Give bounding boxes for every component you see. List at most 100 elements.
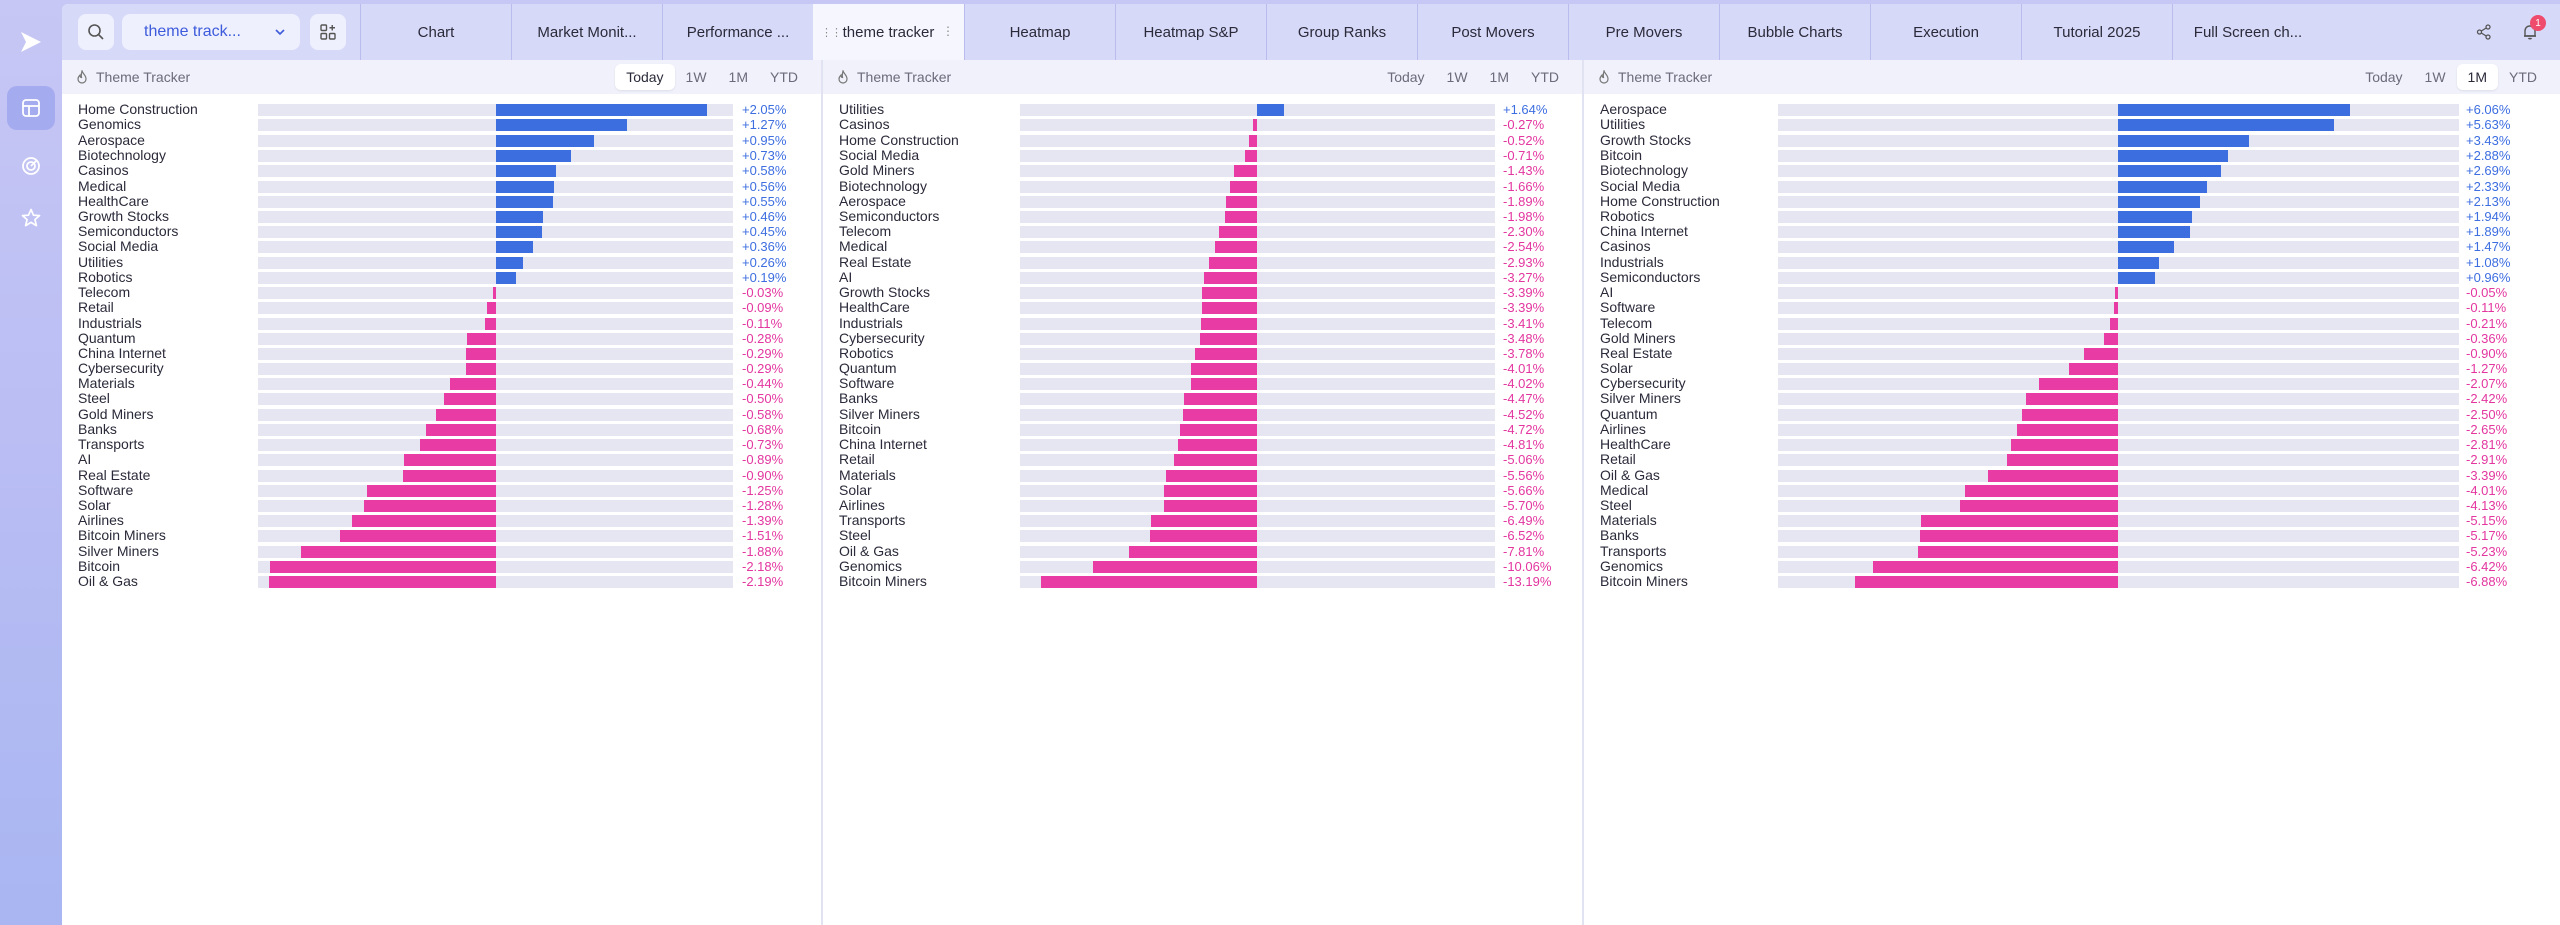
range-button-1w[interactable]: 1W: [685, 69, 707, 85]
tab-3[interactable]: ⋮⋮ theme tracker ⋮: [813, 4, 964, 60]
theme-row[interactable]: Semiconductors -1.98%: [823, 205, 1582, 230]
theme-row[interactable]: HealthCare -3.39%: [823, 296, 1582, 321]
theme-row[interactable]: Biotechnology -1.66%: [823, 175, 1582, 200]
theme-row[interactable]: Solar -5.66%: [823, 479, 1582, 504]
theme-row[interactable]: AI -0.05%: [1584, 281, 2560, 306]
range-button-ytd[interactable]: YTD: [1531, 69, 1559, 85]
theme-row[interactable]: Genomics -6.42%: [1584, 555, 2560, 580]
theme-row[interactable]: Software -0.11%: [1584, 296, 2560, 321]
theme-row[interactable]: Steel -4.13%: [1584, 494, 2560, 519]
theme-row[interactable]: Aerospace +0.95%: [62, 129, 821, 154]
theme-row[interactable]: Quantum -0.28%: [62, 327, 821, 352]
theme-row[interactable]: Software -4.02%: [823, 372, 1582, 397]
theme-row[interactable]: Oil & Gas -7.81%: [823, 540, 1582, 565]
layout-icon[interactable]: [7, 86, 55, 130]
theme-row[interactable]: Bitcoin Miners -1.51%: [62, 524, 821, 549]
theme-row[interactable]: Growth Stocks -3.39%: [823, 281, 1582, 306]
theme-row[interactable]: AI -3.27%: [823, 266, 1582, 291]
theme-row[interactable]: HealthCare +0.55%: [62, 190, 821, 215]
theme-row[interactable]: Real Estate -0.90%: [62, 464, 821, 489]
share-button[interactable]: [2466, 14, 2502, 50]
radar-icon[interactable]: [7, 144, 55, 188]
theme-row[interactable]: Casinos +1.47%: [1584, 235, 2560, 260]
theme-row[interactable]: Silver Miners -2.42%: [1584, 387, 2560, 412]
theme-row[interactable]: Oil & Gas -3.39%: [1584, 464, 2560, 489]
theme-row[interactable]: Utilities +0.26%: [62, 251, 821, 276]
theme-row[interactable]: Retail -2.91%: [1584, 448, 2560, 473]
theme-row[interactable]: Casinos -0.27%: [823, 113, 1582, 138]
range-button-ytd[interactable]: YTD: [2509, 69, 2537, 85]
notifications-button[interactable]: 1: [2512, 14, 2548, 50]
theme-row[interactable]: Growth Stocks +3.43%: [1584, 129, 2560, 154]
theme-row[interactable]: Medical -4.01%: [1584, 479, 2560, 504]
tab-8[interactable]: Pre Movers: [1568, 4, 1719, 60]
theme-row[interactable]: Biotechnology +0.73%: [62, 144, 821, 169]
theme-row[interactable]: Bitcoin +2.88%: [1584, 144, 2560, 169]
theme-row[interactable]: Industrials +1.08%: [1584, 251, 2560, 276]
theme-row[interactable]: Home Construction +2.13%: [1584, 190, 2560, 215]
tab-11[interactable]: Tutorial 2025: [2021, 4, 2172, 60]
range-button-ytd[interactable]: YTD: [770, 69, 798, 85]
theme-row[interactable]: Banks -0.68%: [62, 418, 821, 443]
theme-row[interactable]: Industrials -0.11%: [62, 312, 821, 337]
theme-row[interactable]: Cybersecurity -3.48%: [823, 327, 1582, 352]
theme-row[interactable]: Banks -5.17%: [1584, 524, 2560, 549]
range-button-1m[interactable]: 1M: [728, 69, 748, 85]
range-button-1w[interactable]: 1W: [2424, 69, 2446, 85]
theme-row[interactable]: Utilities +1.64%: [823, 98, 1582, 123]
theme-row[interactable]: Biotechnology +2.69%: [1584, 159, 2560, 184]
theme-row[interactable]: Robotics -3.78%: [823, 342, 1582, 367]
tab-0[interactable]: Chart: [360, 4, 511, 60]
theme-row[interactable]: Transports -5.23%: [1584, 540, 2560, 565]
theme-row[interactable]: Materials -0.44%: [62, 372, 821, 397]
theme-row[interactable]: China Internet +1.89%: [1584, 220, 2560, 245]
theme-row[interactable]: Gold Miners -1.43%: [823, 159, 1582, 184]
tab-4[interactable]: Heatmap: [964, 4, 1115, 60]
theme-row[interactable]: Silver Miners -1.88%: [62, 540, 821, 565]
range-button-today[interactable]: Today: [615, 64, 675, 90]
theme-row[interactable]: Aerospace +6.06%: [1584, 98, 2560, 123]
theme-row[interactable]: Materials -5.56%: [823, 464, 1582, 489]
theme-row[interactable]: Home Construction +2.05%: [62, 98, 821, 123]
tab-9[interactable]: Bubble Charts: [1719, 4, 1870, 60]
theme-row[interactable]: Semiconductors +0.45%: [62, 220, 821, 245]
tab-12[interactable]: Full Screen ch...: [2172, 4, 2323, 60]
theme-row[interactable]: Telecom -0.03%: [62, 281, 821, 306]
range-button-today[interactable]: Today: [1387, 69, 1425, 85]
theme-row[interactable]: Genomics -10.06%: [823, 555, 1582, 580]
tab-1[interactable]: Market Monit...: [511, 4, 662, 60]
tab-7[interactable]: Post Movers: [1417, 4, 1568, 60]
theme-row[interactable]: Robotics +1.94%: [1584, 205, 2560, 230]
star-icon[interactable]: [7, 196, 55, 240]
theme-row[interactable]: Airlines -1.39%: [62, 509, 821, 534]
theme-row[interactable]: Bitcoin -4.72%: [823, 418, 1582, 443]
theme-row[interactable]: Aerospace -1.89%: [823, 190, 1582, 215]
theme-row[interactable]: Industrials -3.41%: [823, 312, 1582, 337]
range-button-1m[interactable]: 1M: [1489, 69, 1509, 85]
theme-row[interactable]: Gold Miners -0.58%: [62, 403, 821, 428]
theme-row[interactable]: Gold Miners -0.36%: [1584, 327, 2560, 352]
theme-row[interactable]: Social Media +0.36%: [62, 235, 821, 260]
range-button-1m[interactable]: 1M: [2456, 64, 2498, 90]
theme-row[interactable]: Solar -1.27%: [1584, 357, 2560, 382]
theme-row[interactable]: Banks -4.47%: [823, 387, 1582, 412]
theme-row[interactable]: Steel -0.50%: [62, 387, 821, 412]
theme-row[interactable]: China Internet -0.29%: [62, 342, 821, 367]
theme-row[interactable]: Real Estate -2.93%: [823, 251, 1582, 276]
theme-row[interactable]: Robotics +0.19%: [62, 266, 821, 291]
widgets-button[interactable]: [310, 14, 346, 50]
layout-selector[interactable]: theme track...: [122, 14, 300, 50]
tab-5[interactable]: Heatmap S&P: [1115, 4, 1266, 60]
tab-6[interactable]: Group Ranks: [1266, 4, 1417, 60]
theme-row[interactable]: AI -0.89%: [62, 448, 821, 473]
tab-menu-icon[interactable]: ⋮: [942, 24, 954, 38]
theme-row[interactable]: Medical +0.56%: [62, 175, 821, 200]
theme-row[interactable]: Retail -0.09%: [62, 296, 821, 321]
theme-row[interactable]: Casinos +0.58%: [62, 159, 821, 184]
theme-row[interactable]: Steel -6.52%: [823, 524, 1582, 549]
range-button-today[interactable]: Today: [2365, 69, 2403, 85]
theme-row[interactable]: Social Media -0.71%: [823, 144, 1582, 169]
range-button-1w[interactable]: 1W: [1446, 69, 1468, 85]
theme-row[interactable]: Social Media +2.33%: [1584, 175, 2560, 200]
theme-row[interactable]: Medical -2.54%: [823, 235, 1582, 260]
